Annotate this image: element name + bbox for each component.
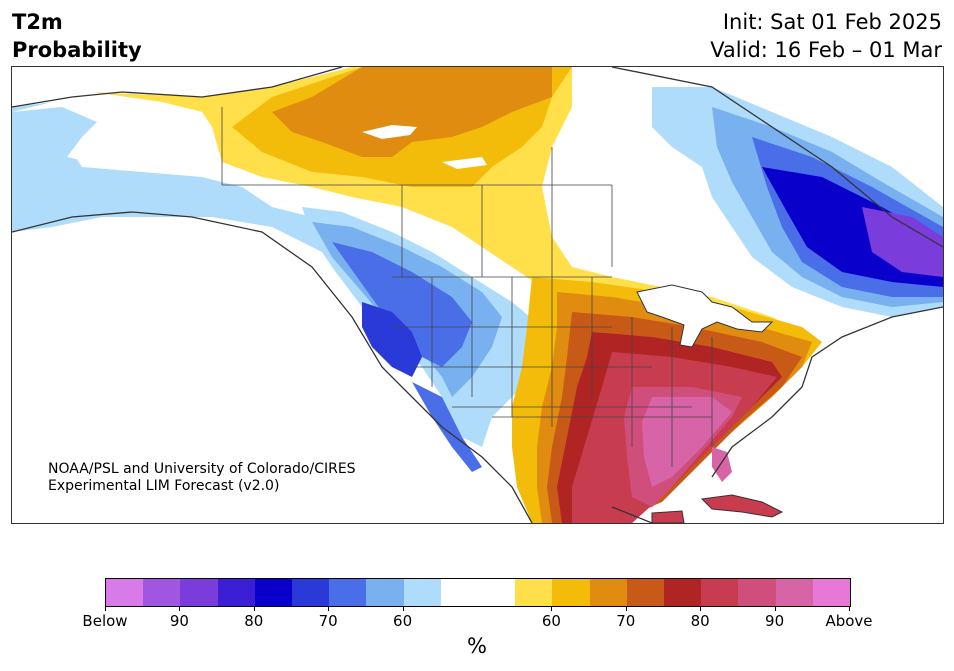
- credit-line-2: Experimental LIM Forecast (v2.0): [48, 478, 280, 494]
- great-lakes: [636, 284, 774, 348]
- init-date: Init: Sat 01 Feb 2025: [722, 10, 942, 34]
- colorbar-tick-label: 90: [169, 612, 189, 630]
- colorbar-tick: [402, 606, 404, 611]
- colorbar-segment: [440, 579, 479, 606]
- colorbar-segment: [106, 579, 144, 606]
- probability-colorbar: [105, 578, 851, 607]
- hudson-white-1: [362, 125, 417, 139]
- colorbar-segment: [552, 579, 590, 606]
- colorbar-segment: [180, 579, 218, 606]
- colorbar-tick-label: 70: [616, 612, 636, 630]
- forecast-dates: Init: Sat 01 Feb 2025 Valid: 16 Feb – 01…: [710, 8, 942, 64]
- colorbar-segment: [701, 579, 739, 606]
- alaska-light-blue: [12, 102, 352, 267]
- hudson-white-2: [442, 157, 487, 169]
- probability-map: [12, 67, 943, 523]
- florida-pink: [712, 447, 732, 482]
- colorbar-tick: [700, 606, 702, 611]
- title-variable: T2m: [12, 10, 63, 34]
- colorbar-unit: %: [467, 634, 487, 658]
- coastline: [12, 67, 943, 523]
- colorbar-tick: [105, 606, 106, 611]
- colorbar-tick-label: Above: [825, 612, 873, 630]
- colorbar-segment: [143, 579, 181, 606]
- colorbar-tick: [179, 606, 181, 611]
- colorbar-tick: [625, 606, 627, 611]
- colorbar-tick-label: 90: [765, 612, 785, 630]
- colorbar-segment: [626, 579, 665, 606]
- state-borders: [221, 107, 713, 467]
- colorbar-tick: [253, 606, 255, 611]
- colorbar-segment: [589, 579, 627, 606]
- credit-line-1: NOAA/PSL and University of Colorado/CIRE…: [48, 461, 356, 477]
- map-panel: [11, 66, 944, 524]
- canada-orange: [272, 67, 552, 157]
- colorbar-segment: [366, 579, 404, 606]
- alaska-white: [12, 102, 222, 177]
- west-blue: [332, 242, 472, 367]
- colorbar-segment: [775, 579, 813, 606]
- colorbar-tick-label: 80: [244, 612, 264, 630]
- colorbar-tick: [551, 606, 553, 611]
- colorbar-segment: [738, 579, 776, 606]
- colorbar-segment: [478, 579, 516, 606]
- colorbar-segment: [254, 579, 293, 606]
- map-title: T2m Probability: [12, 8, 142, 64]
- colorbar-segment: [292, 579, 330, 606]
- title-quantity: Probability: [12, 38, 142, 62]
- colorbar-segment: [329, 579, 367, 606]
- california-deep-blue: [362, 302, 422, 377]
- colorbar-tick: [328, 606, 330, 611]
- colorbar-tick-label: Below: [82, 612, 128, 630]
- colorbar-tick-label: 80: [690, 612, 710, 630]
- valid-period: Valid: 16 Feb – 01 Mar: [710, 38, 942, 62]
- colorbar-tick: [774, 606, 776, 611]
- labrador-purple: [862, 207, 943, 277]
- colorbar-tick-label: 60: [393, 612, 413, 630]
- colorbar-segment: [812, 579, 851, 606]
- colorbar-segment: [403, 579, 441, 606]
- colorbar-segment: [664, 579, 702, 606]
- colorbar-segment: [515, 579, 553, 606]
- colorbar-tick-label: 70: [318, 612, 338, 630]
- baja-blue: [412, 382, 482, 472]
- cuba: [700, 494, 784, 518]
- colorbar-tick-label: 60: [541, 612, 561, 630]
- colorbar-segment: [217, 579, 255, 606]
- credit-text: NOAA/PSL and University of Colorado/CIRE…: [48, 461, 356, 495]
- yucatan: [651, 510, 685, 523]
- colorbar-tick: [849, 606, 850, 611]
- southeast-pink: [642, 397, 732, 487]
